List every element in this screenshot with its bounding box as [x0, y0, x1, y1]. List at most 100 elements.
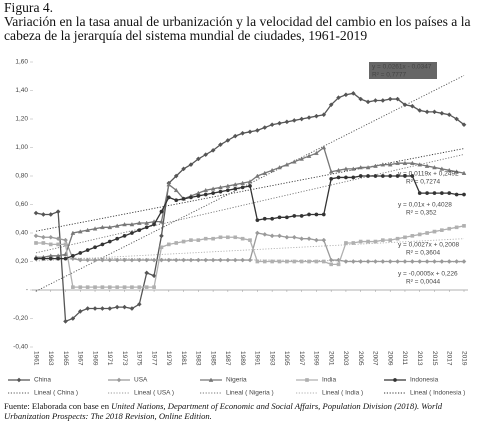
point	[269, 167, 275, 173]
point	[92, 306, 98, 311]
point	[203, 236, 208, 241]
point	[63, 237, 68, 243]
point	[358, 165, 364, 170]
x-tick-label: 1979	[165, 351, 172, 366]
point	[255, 259, 260, 264]
point	[321, 212, 326, 217]
point	[350, 166, 356, 171]
point	[203, 257, 209, 263]
point	[85, 257, 91, 263]
point	[211, 191, 216, 196]
point	[425, 191, 430, 196]
point	[403, 174, 407, 178]
point	[432, 191, 437, 196]
point	[210, 147, 216, 153]
legend-marker	[208, 377, 214, 382]
y-tick-label: -0,20	[13, 315, 28, 322]
point	[136, 257, 142, 263]
point	[70, 230, 76, 235]
point	[454, 259, 460, 264]
point	[41, 256, 46, 261]
point	[291, 118, 297, 123]
point	[114, 223, 120, 228]
point	[203, 187, 209, 193]
point	[424, 163, 430, 168]
point	[93, 245, 97, 250]
point	[351, 175, 356, 180]
point	[144, 220, 150, 225]
point	[314, 113, 319, 119]
point	[262, 259, 267, 264]
point	[409, 103, 415, 109]
point	[269, 233, 275, 239]
point	[56, 242, 60, 247]
point	[462, 192, 466, 197]
point	[63, 251, 68, 257]
point	[299, 236, 305, 242]
point	[306, 115, 312, 120]
point	[358, 239, 363, 244]
x-tick-label: 2009	[386, 351, 393, 366]
point	[395, 259, 400, 264]
point	[248, 184, 252, 188]
point	[174, 241, 179, 245]
x-tick-label: 1971	[106, 351, 113, 366]
point	[100, 306, 105, 311]
point	[107, 257, 113, 263]
point	[255, 173, 260, 178]
point	[240, 185, 245, 190]
trend-line	[35, 154, 465, 254]
point	[351, 241, 356, 245]
point	[314, 150, 319, 155]
point	[233, 186, 238, 191]
point	[306, 153, 312, 158]
point	[151, 257, 157, 263]
point	[462, 224, 466, 228]
point	[107, 239, 112, 244]
point	[174, 198, 179, 203]
point	[159, 219, 164, 224]
point	[417, 162, 423, 167]
point	[137, 285, 142, 289]
point	[284, 234, 290, 240]
point	[240, 257, 246, 263]
point	[307, 212, 311, 217]
point	[440, 228, 444, 232]
legend-label: Lineal ( Indonesia )	[410, 390, 465, 397]
point	[100, 285, 105, 289]
point	[167, 242, 171, 247]
point	[196, 238, 201, 242]
y-tick-label: -	[26, 287, 28, 294]
legend-marker	[116, 377, 122, 383]
point	[100, 257, 105, 263]
point	[225, 257, 231, 263]
x-tick-label: 1999	[313, 351, 320, 366]
point	[48, 256, 53, 261]
point	[181, 166, 186, 172]
point	[446, 259, 452, 264]
point	[247, 257, 253, 263]
point	[277, 215, 282, 220]
point	[417, 108, 423, 113]
point	[328, 169, 334, 174]
point	[410, 174, 415, 178]
point	[173, 173, 179, 179]
point	[321, 145, 327, 150]
point	[380, 259, 386, 264]
point	[292, 259, 297, 264]
point	[395, 96, 400, 102]
point	[100, 224, 105, 230]
point	[373, 163, 378, 168]
point	[196, 194, 201, 198]
x-tick-label: 2007	[372, 351, 379, 366]
x-tick-label: 1987	[224, 351, 231, 366]
point	[122, 222, 127, 227]
point	[78, 285, 83, 289]
point	[388, 238, 393, 242]
point	[55, 236, 61, 242]
y-tick-label: 1,40	[15, 87, 28, 94]
point	[33, 210, 39, 216]
point	[461, 122, 467, 128]
point	[85, 227, 90, 232]
x-tick-label: 2011	[401, 351, 408, 365]
